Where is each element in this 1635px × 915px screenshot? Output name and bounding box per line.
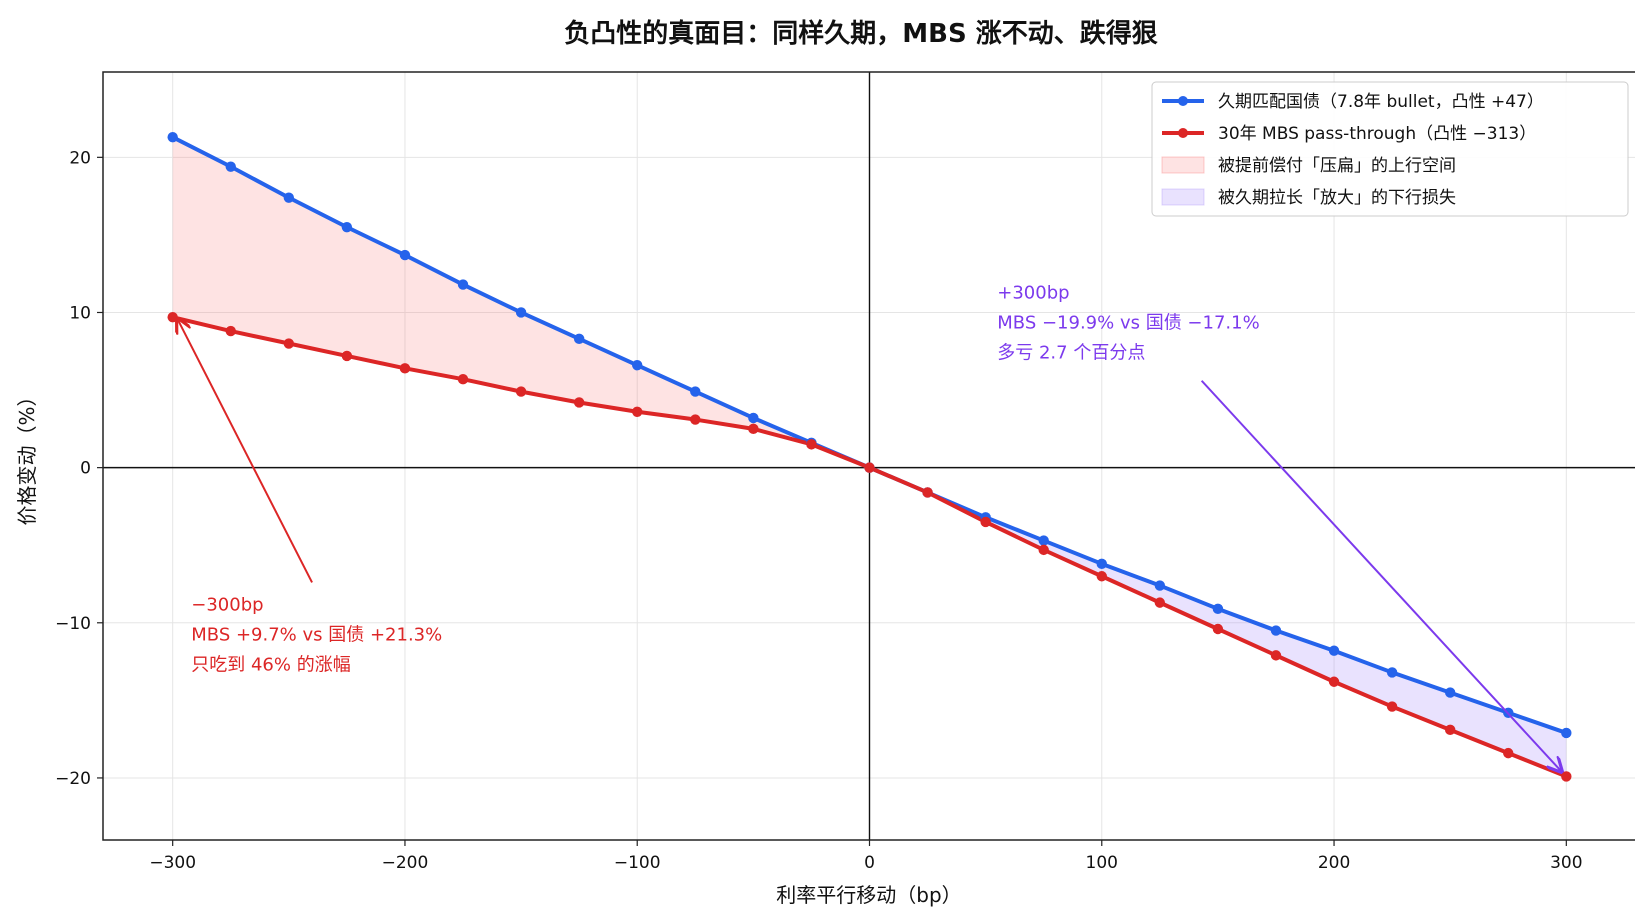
series-2-point: [1386, 701, 1398, 712]
series-2-point: [922, 487, 933, 498]
series-2-point: [864, 462, 875, 473]
series-2-point: [806, 439, 817, 450]
y-tick-label: 20: [69, 148, 91, 168]
series-1-point: [1038, 535, 1049, 546]
y-tick-label: −10: [55, 614, 91, 634]
annotation-1-line: −300bp: [191, 594, 263, 615]
legend-box: [1151, 81, 1629, 217]
legend-swatch-marker: [1178, 96, 1188, 106]
series-1-point: [573, 333, 585, 345]
series-1-point: [341, 221, 353, 233]
series-2-point: [632, 406, 643, 417]
annotations: −300bp MBS +9.7% vs 国债 +21.3% 只吃到 46% 的涨幅 +…: [177, 283, 1561, 772]
chart-title: 负凸性的真面目：同样久期，MBS 涨不动、跌得狠: [564, 18, 1157, 49]
annotation-2-line: MBS −19.9% vs 国债 −17.1%: [997, 313, 1259, 334]
annotation-1-line: MBS +9.7% vs 国债 +21.3%: [191, 624, 442, 645]
x-tick-label: −100: [614, 853, 661, 873]
legend-label: 久期匹配国债（7.8年 bullet，凸性 +47）: [1218, 92, 1544, 112]
legend-swatch-marker: [1178, 128, 1188, 138]
legend-label: 被久期拉长「放大」的下行损失: [1218, 188, 1456, 208]
series-1-point: [283, 192, 295, 203]
series-2-point: [167, 311, 178, 323]
x-tick-label: 300: [1550, 853, 1582, 873]
legend-swatch-fill: [1161, 188, 1205, 206]
series-1-point: [1212, 603, 1224, 615]
series-1-point: [1096, 558, 1107, 570]
series-1-point: [748, 412, 759, 424]
y-tick-label: 0: [80, 459, 91, 479]
series-2-point: [1154, 597, 1166, 608]
legend-label: 被提前偿付「压扁」的上行空间: [1218, 156, 1456, 176]
series-1-point: [1154, 580, 1166, 591]
series-1-point: [515, 307, 527, 318]
series-2-point: [1038, 544, 1049, 556]
annotation-1-line: 只吃到 46% 的涨幅: [191, 654, 350, 675]
series-1-point: [1561, 727, 1572, 739]
x-axis-label: 利率平行移动（bp）: [776, 883, 961, 907]
y-tick-label: −20: [55, 769, 91, 789]
series-2-point: [1328, 676, 1340, 687]
series-markers: [167, 131, 1572, 782]
series-1-point: [167, 131, 178, 143]
series-2-point: [1270, 650, 1282, 661]
x-tick-label: 0: [864, 853, 875, 873]
series-2-point: [1561, 771, 1572, 782]
series-1-point: [1270, 625, 1282, 636]
series-2-point: [225, 325, 236, 337]
series-2-point: [980, 516, 991, 528]
series-1-point: [632, 360, 643, 371]
series-1-point: [1328, 645, 1340, 656]
x-tick-label: 100: [1086, 853, 1118, 873]
series-1-point: [1386, 667, 1398, 678]
fill-area-1: [172, 137, 870, 468]
y-axis-label: 价格变动（%）: [15, 386, 39, 525]
series-2-point: [1212, 623, 1224, 635]
legend: 久期匹配国债（7.8年 bullet，凸性 +47） 30年 MBS pass-t…: [1151, 81, 1629, 217]
series-2-point: [283, 338, 295, 349]
annotation-1-arrow: [177, 319, 313, 583]
series-1-point: [225, 161, 236, 172]
series-2-point: [1096, 571, 1107, 582]
series-2-point: [573, 397, 585, 408]
y-tick-label: 10: [69, 303, 91, 323]
annotation-2-line: +300bp: [997, 283, 1069, 304]
legend-label: 30年 MBS pass-through（凸性 −313）: [1218, 124, 1536, 144]
series-2-point: [1444, 724, 1456, 736]
series-2-point: [748, 423, 759, 435]
series-2-point: [1503, 747, 1514, 759]
series-1-point: [399, 249, 411, 261]
x-tick-label: 200: [1318, 853, 1350, 873]
annotation-2-line: 多亏 2.7 个百分点: [997, 343, 1145, 364]
series-2-point: [690, 414, 701, 425]
x-tick-label: −200: [382, 853, 429, 873]
x-tick-label: −300: [149, 853, 196, 873]
series-1-point: [690, 386, 701, 397]
series-1-point: [457, 279, 469, 290]
series-2-point: [457, 374, 469, 385]
annotation-2-arrow: [1200, 380, 1562, 772]
series-1-point: [1444, 687, 1456, 698]
series-2-point: [341, 350, 353, 362]
series-2-point: [515, 386, 527, 397]
legend-swatch-fill: [1161, 156, 1205, 174]
series-2-point: [399, 363, 411, 374]
